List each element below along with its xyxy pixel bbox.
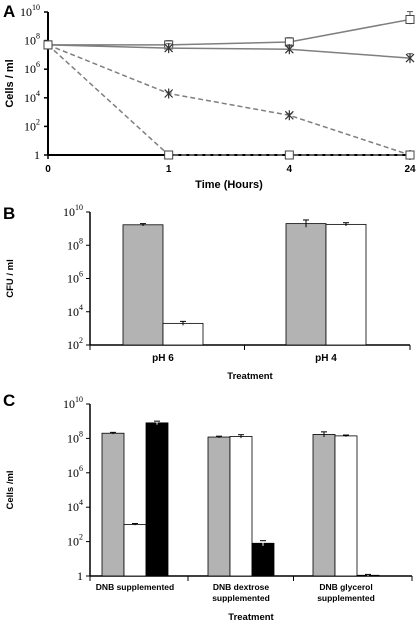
y-tick-label: 108 [24, 32, 40, 48]
y-tick-base: 10 [24, 119, 36, 133]
series-3-line [47, 44, 410, 156]
y-tick-exp: 2 [79, 533, 83, 542]
series-1-point [284, 44, 294, 55]
y-axis-title: Cells / ml [4, 59, 16, 107]
category-label: DNB dextrose [213, 582, 269, 592]
y-tick-base: 10 [24, 62, 36, 76]
y-tick-exp: 8 [79, 429, 83, 438]
series-2-point [284, 110, 294, 121]
y-tick-label: 108 [67, 429, 83, 445]
y-tick-label: 106 [67, 464, 83, 480]
y-tick-label: 1 [34, 148, 40, 162]
series-3-point [164, 150, 174, 160]
y-tick-base: 10 [67, 431, 79, 445]
bar-0-1 [162, 322, 204, 346]
series-2-line [47, 44, 411, 156]
y-tick-label: 102 [67, 336, 83, 352]
category-label: supplemented [317, 593, 375, 603]
y-tick-base: 10 [67, 305, 79, 319]
y-tick-base: 10 [63, 397, 75, 411]
x-tick-label: 4 [287, 164, 293, 175]
bar-1-2 [251, 542, 275, 577]
y-tick-label: 1010 [20, 3, 40, 19]
series-1-point [164, 43, 174, 54]
y-tick-base: 10 [67, 238, 79, 252]
y-tick-exp: 8 [79, 236, 83, 245]
y-tick-exp: 10 [75, 203, 83, 212]
y-tick-exp: 4 [79, 303, 83, 312]
x-tick-label: 1 [166, 164, 172, 175]
y-tick-base: 10 [67, 272, 79, 286]
x-axis-title: Time (Hours) [195, 179, 263, 191]
bar-2-1 [334, 435, 358, 577]
series-1-line [47, 44, 411, 59]
bar-0-0 [101, 432, 125, 577]
panel-label-a: A [3, 2, 15, 21]
y-tick-label: 106 [24, 60, 40, 76]
y-tick-label: 104 [67, 498, 83, 514]
y-tick-label: 108 [67, 236, 83, 252]
series-1-point [405, 53, 415, 64]
category-label: DNB glycerol [319, 582, 372, 592]
bar-1-0 [285, 223, 327, 346]
y-tick-base: 10 [24, 91, 36, 105]
series-0-point [405, 14, 415, 24]
y-tick-base: 10 [67, 535, 79, 549]
y-tick-base: 10 [63, 205, 75, 219]
y-tick-base: 10 [20, 5, 32, 19]
category-label: DNB supplemented [96, 582, 174, 592]
series-0-line [48, 18, 411, 46]
y-tick-label: 1010 [63, 395, 83, 411]
x-axis-title: Treatment [227, 371, 273, 382]
y-tick-label: 1010 [63, 203, 83, 219]
y-axis-title: CFU / ml [5, 259, 16, 298]
category-label: supplemented [212, 593, 270, 603]
category-label: pH 4 [315, 353, 337, 364]
bar-1-0 [207, 436, 231, 577]
y-tick-exp: 10 [32, 3, 40, 12]
series-3-point [405, 150, 415, 160]
bar-2-0 [312, 434, 336, 577]
y-tick-label: 104 [24, 89, 40, 105]
y-tick-exp: 4 [79, 498, 83, 507]
x-axis-title: Treatment [228, 612, 274, 622]
y-tick-base: 10 [67, 500, 79, 514]
y-tick-label: 102 [67, 533, 83, 549]
x-tick-label: 0 [45, 164, 51, 175]
y-tick-label: 102 [24, 117, 40, 133]
bar-0-0 [122, 224, 164, 346]
y-tick-label: 1 [77, 569, 83, 583]
y-tick-exp: 10 [75, 395, 83, 404]
y-tick-base: 10 [67, 338, 79, 352]
y-tick-exp: 2 [79, 336, 83, 345]
y-tick-base: 1 [34, 148, 40, 162]
y-tick-exp: 6 [79, 270, 83, 279]
series-3-point [284, 150, 294, 160]
y-axis-title: Cells /ml [5, 470, 16, 509]
bar-0-1 [123, 524, 147, 577]
series-2-point [164, 88, 174, 99]
y-tick-exp: 8 [36, 32, 40, 41]
y-tick-exp: 6 [79, 464, 83, 473]
y-tick-label: 104 [67, 303, 83, 319]
x-tick-label: 24 [404, 164, 416, 175]
panel-label-c: C [3, 391, 15, 410]
y-tick-base: 1 [77, 569, 83, 583]
panel-label-b: B [3, 204, 15, 223]
y-tick-exp: 4 [36, 89, 40, 98]
y-tick-base: 10 [24, 34, 36, 48]
category-label: pH 6 [152, 353, 174, 364]
y-tick-label: 106 [67, 270, 83, 286]
series-3-point [43, 40, 53, 50]
bar-0-2 [145, 422, 169, 577]
bar-1-1 [229, 436, 253, 577]
y-tick-exp: 6 [36, 60, 40, 69]
bar-1-1 [325, 223, 367, 346]
y-tick-exp: 2 [36, 117, 40, 126]
y-tick-base: 10 [67, 466, 79, 480]
